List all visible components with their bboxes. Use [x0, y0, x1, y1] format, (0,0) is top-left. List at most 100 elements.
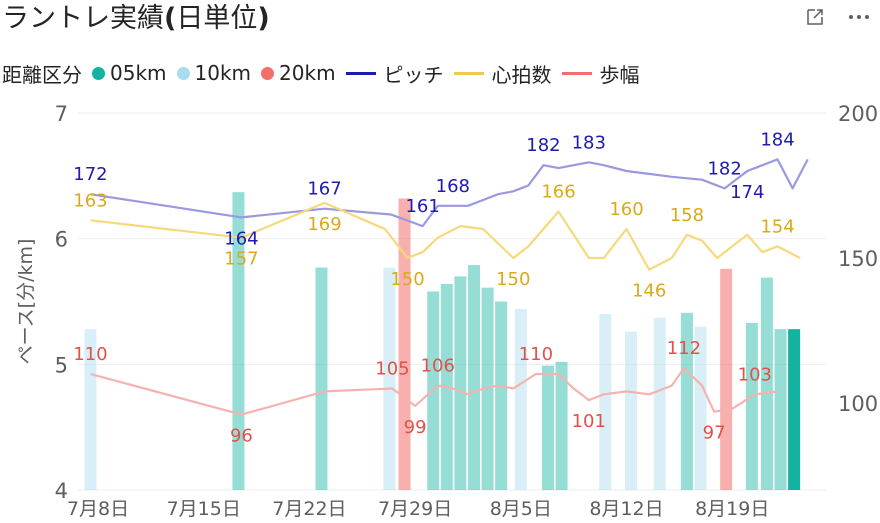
- data-label-2-23: 103: [738, 364, 772, 385]
- legend-20km-marker: [261, 66, 275, 80]
- bar-layer: [84, 192, 801, 491]
- legend-item-heartrate[interactable]: 心拍数: [453, 59, 552, 88]
- right-tick-label: 150: [838, 247, 878, 271]
- bar-05km-12: [541, 365, 554, 490]
- bar-10km-11: [514, 309, 527, 490]
- bar-10km-3: [383, 267, 396, 490]
- x-tick-label: 7月22日: [272, 498, 346, 520]
- data-label-1-15: 146: [632, 281, 666, 302]
- legend-item-stride[interactable]: 歩幅: [561, 59, 640, 88]
- legend-10km-marker: [176, 66, 190, 80]
- data-label-0-23: 184: [760, 129, 794, 150]
- series-line-1: [90, 201, 801, 271]
- legend-title: 距離区分: [2, 62, 82, 87]
- x-tick-label: 7月8日: [67, 498, 129, 520]
- data-label-2-19: 112: [667, 338, 701, 359]
- focus-mode-icon[interactable]: [802, 4, 828, 30]
- data-label-0-2: 167: [307, 179, 341, 200]
- x-tick-label: 8月19日: [695, 498, 769, 520]
- bar-05km-7: [454, 276, 467, 490]
- bar-10km-16: [653, 317, 666, 490]
- grid-layer: [78, 112, 826, 491]
- legend-item-05km[interactable]: 05km: [92, 61, 167, 85]
- legend-item-20km[interactable]: 20km: [261, 61, 336, 85]
- x-tick-label: 7月15日: [167, 498, 241, 520]
- bar-05km-13: [555, 361, 568, 490]
- data-label-1-23: 154: [760, 216, 794, 237]
- legend-pitch-label: ピッチ: [383, 62, 444, 87]
- data-label-1-14: 160: [609, 199, 643, 220]
- data-label-0-12: 182: [526, 135, 560, 156]
- left-axis-label: ペース[分/km]: [15, 239, 37, 365]
- left-tick-label: 4: [55, 479, 68, 503]
- data-label-1-1: 157: [224, 249, 258, 270]
- line-layer: [90, 158, 809, 416]
- title-close-paren: ): [257, 3, 270, 34]
- data-label-1-11: 166: [541, 182, 575, 203]
- legend-20km-label: 20km: [279, 61, 336, 85]
- data-label-2-0: 110: [73, 344, 107, 365]
- bar-05km-2: [315, 267, 328, 490]
- left-tick-label: 7: [55, 102, 68, 126]
- x-tick-label: 8月5日: [490, 498, 552, 520]
- title-main: 日単位: [176, 3, 258, 34]
- legend-10km-label: 10km: [194, 61, 252, 85]
- data-label-0-6: 168: [436, 176, 470, 197]
- legend-item-pitch[interactable]: ピッチ: [345, 59, 444, 88]
- bar-05km-21: [760, 277, 773, 490]
- right-tick-label: 200: [838, 102, 878, 126]
- legend-pitch-marker: [345, 71, 376, 75]
- data-label-0-21: 174: [730, 182, 764, 203]
- left-tick-label: 6: [55, 228, 68, 252]
- data-label-1-2: 169: [307, 214, 341, 235]
- data-label-1-9: 150: [496, 269, 530, 290]
- data-label-0-0: 172: [73, 164, 107, 185]
- bar-05km-8: [467, 265, 480, 490]
- series-line-2: [90, 367, 778, 416]
- data-label-1-0: 163: [73, 190, 107, 211]
- bar-20km-4: [398, 198, 411, 490]
- axis-layer: 4 5 6 7 ペース[分/km] 100 150 200 7月8日 7月15日 7月22日 7月29…: [15, 102, 878, 520]
- chart-legend: 距離区分 05km 10km 20km ピッチ 心拍数 歩幅: [2, 58, 650, 88]
- x-tick-label: 8月12日: [589, 498, 663, 520]
- bar-05km-22: [774, 329, 787, 490]
- more-options-icon[interactable]: [846, 4, 872, 30]
- data-label-1-4: 150: [390, 269, 424, 290]
- legend-05km-label: 05km: [110, 61, 167, 85]
- data-label-2-11: 110: [519, 344, 553, 365]
- bar-10km-18: [694, 326, 707, 490]
- chart-title: ラントレ実績(日単位): [2, 0, 270, 38]
- x-tick-label: 7月29日: [378, 498, 452, 520]
- data-label-2-5: 106: [421, 356, 455, 377]
- data-label-0-4: 161: [405, 196, 439, 217]
- bar-10km-15: [625, 331, 638, 490]
- legend-item-10km[interactable]: 10km: [176, 61, 252, 85]
- data-label-2-14: 101: [572, 411, 606, 432]
- legend-stride-label: 歩幅: [599, 62, 640, 87]
- header-actions: [802, 4, 872, 30]
- bar-05km-10: [495, 301, 508, 490]
- title-prefix: ラントレ実績: [2, 3, 164, 34]
- legend-heartrate-marker: [453, 71, 484, 75]
- series-line-0: [90, 158, 809, 228]
- bar-05km-23: [788, 329, 801, 490]
- data-label-1-17: 158: [670, 205, 704, 226]
- data-label-0-14: 183: [572, 132, 606, 153]
- legend-stride-marker: [561, 71, 592, 75]
- data-label-0-1: 164: [224, 228, 258, 249]
- bar-20km-19: [720, 268, 733, 490]
- bar-10km-0: [84, 329, 97, 490]
- bar-05km-9: [481, 287, 494, 490]
- data-label-2-21: 97: [703, 423, 726, 444]
- left-tick-label: 5: [55, 353, 68, 377]
- data-label-2-1: 96: [230, 426, 253, 447]
- bar-05km-17: [680, 312, 693, 490]
- data-label-2-4: 99: [404, 417, 427, 438]
- bar-10km-14: [599, 314, 612, 490]
- right-tick-label: 100: [838, 392, 878, 416]
- data-label-0-20: 182: [707, 158, 741, 179]
- title-open-paren: (: [164, 3, 177, 34]
- legend-heartrate-label: 心拍数: [491, 62, 552, 87]
